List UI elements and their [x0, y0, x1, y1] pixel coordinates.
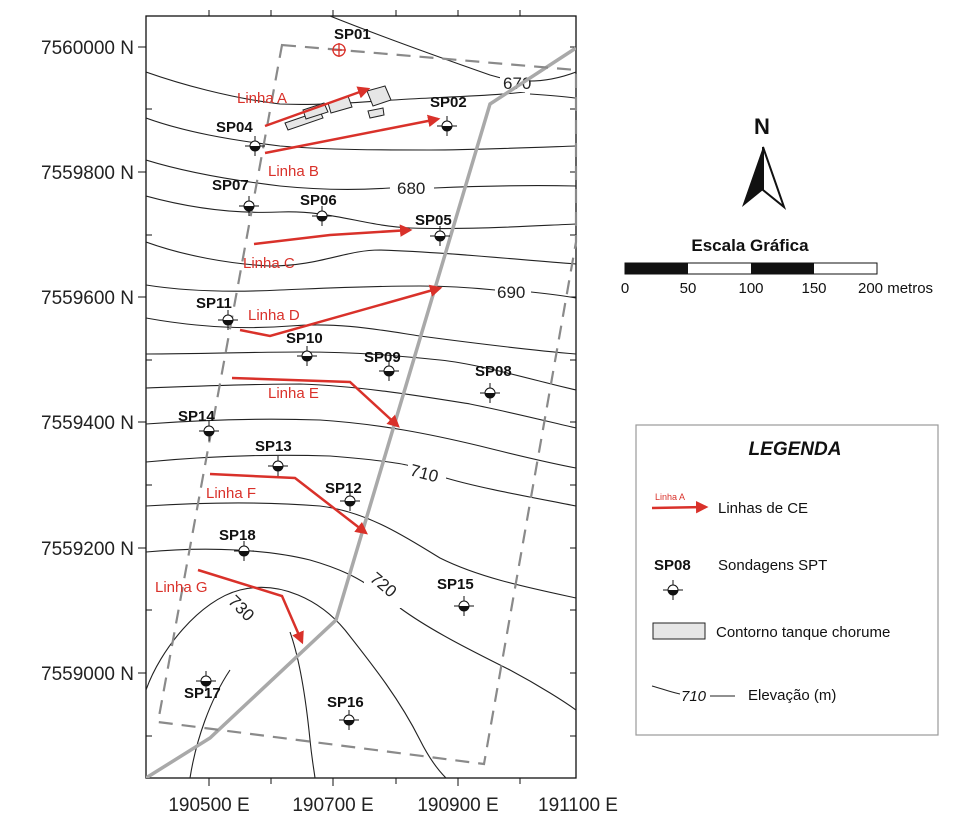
- legend-spt-symbol-icon: [663, 580, 683, 600]
- borehole-label: SP18: [219, 527, 256, 544]
- borehole-label: SP07: [212, 177, 249, 194]
- borehole-label: SP04: [216, 119, 253, 136]
- y-tick-label: 7559600 N: [41, 288, 134, 309]
- borehole-sp08-marker: [480, 383, 500, 403]
- borehole-sp15-marker: [454, 596, 474, 616]
- road-line: [146, 46, 576, 778]
- ce-line-g: [197, 568, 304, 645]
- borehole-sp01-marker: [332, 43, 346, 57]
- study-area-boundary: [156, 43, 578, 766]
- legend-line-sample: Linha A: [655, 492, 685, 502]
- legend-tank-text: Contorno tanque chorume: [716, 624, 890, 641]
- borehole-label: SP16: [327, 694, 364, 711]
- borehole-sp18-marker: [234, 541, 254, 561]
- legend-elev-line: [651, 685, 681, 695]
- borehole-sp10-marker: [297, 346, 317, 366]
- elevation-label: 670: [503, 74, 531, 93]
- y-tick-label: 7559000 N: [41, 664, 134, 685]
- elevation-labels: 670 680 690 710 720 730: [224, 72, 531, 630]
- x-tick-label: 190700 E: [292, 795, 373, 816]
- scale-label: 50: [680, 280, 697, 297]
- borehole-label: SP13: [255, 438, 292, 455]
- scale-bar: Escala Gráfica 0 50 100 150 200 metros: [621, 236, 933, 297]
- legend-elev-sample: 710: [681, 688, 707, 705]
- x-tick-label: 190900 E: [417, 795, 498, 816]
- x-tick-label: 190500 E: [168, 795, 249, 816]
- legend-elev-text: Elevação (m): [748, 687, 836, 704]
- ce-line-label: Linha B: [268, 163, 319, 180]
- borehole-label: SP01: [334, 26, 371, 43]
- ce-line-a: [264, 86, 371, 128]
- borehole-label: SP06: [300, 192, 337, 209]
- ce-line-label: Linha A: [237, 90, 287, 107]
- ce-lines: [197, 86, 443, 645]
- scale-label: 150: [801, 280, 826, 297]
- borehole-sp07-marker: [239, 196, 259, 216]
- borehole-label: SP11: [196, 295, 232, 312]
- ce-line-f: [209, 472, 368, 535]
- borehole-sp04-marker: [245, 136, 265, 156]
- legend-spt-sample: SP08: [654, 557, 691, 574]
- borehole-sp05-marker: [430, 226, 450, 246]
- borehole-label: SP08: [475, 363, 512, 380]
- ce-line-e: [231, 376, 400, 428]
- y-tick-label: 7559400 N: [41, 413, 134, 434]
- ce-line-label: Linha D: [248, 307, 300, 324]
- borehole-label: SP02: [430, 94, 467, 111]
- ce-line-label: Linha F: [206, 485, 256, 502]
- borehole-sp16-marker: [339, 710, 359, 730]
- borehole-sp12-marker: [340, 491, 360, 511]
- map-frame: [145, 15, 577, 779]
- legend: LEGENDA Linha A Linhas de CE SP08 Sondag…: [635, 424, 939, 736]
- borehole-label: SP12: [325, 480, 362, 497]
- borehole-sp06-marker: [312, 206, 332, 226]
- borehole-sp02-marker: [437, 116, 457, 136]
- borehole-label: SP15: [437, 576, 474, 593]
- borehole-label: SP17: [184, 685, 221, 702]
- y-tick-label: 7559200 N: [41, 539, 134, 560]
- ce-line-label: Linha C: [243, 255, 295, 272]
- ce-line-c: [253, 224, 413, 246]
- north-label: N: [754, 114, 770, 139]
- borehole-sp11-marker: [218, 310, 238, 330]
- elevation-label: 680: [397, 179, 425, 198]
- borehole-label: SP05: [415, 212, 452, 229]
- legend-spt-text: Sondagens SPT: [718, 557, 827, 574]
- ce-line-label: Linha E: [268, 385, 319, 402]
- borehole-sp17-marker: [196, 671, 216, 691]
- scale-title: Escala Gráfica: [691, 236, 809, 255]
- boreholes: SP02 SP04 SP07 SP06 SP05 SP11 SP10 SP09 SP08 SP14…: [178, 94, 512, 730]
- x-tick-label: 191100 E: [538, 795, 618, 816]
- leachate-tanks: [284, 85, 392, 131]
- borehole-label: SP14: [178, 408, 215, 425]
- elevation-label: 690: [497, 283, 525, 302]
- y-tick-label: 7560000 N: [41, 38, 134, 59]
- north-arrow-icon: N: [742, 114, 787, 210]
- ce-line-d: [239, 284, 443, 338]
- legend-line-text: Linhas de CE: [718, 500, 808, 517]
- scale-label: 100: [738, 280, 763, 297]
- borehole-sp13-marker: [268, 456, 288, 476]
- ce-line-label: Linha G: [155, 579, 208, 596]
- contour-lines: [146, 16, 576, 778]
- scale-label: 200 metros: [858, 280, 933, 297]
- legend-tank-swatch: [652, 622, 706, 640]
- legend-title: LEGENDA: [749, 439, 842, 460]
- scale-label: 0: [621, 280, 629, 297]
- borehole-label: SP10: [286, 330, 323, 347]
- borehole-sp14-marker: [199, 421, 219, 441]
- ce-line-b: [264, 114, 441, 155]
- y-tick-label: 7559800 N: [41, 163, 134, 184]
- borehole-label: SP09: [364, 349, 401, 366]
- borehole-sp09-marker: [379, 361, 399, 381]
